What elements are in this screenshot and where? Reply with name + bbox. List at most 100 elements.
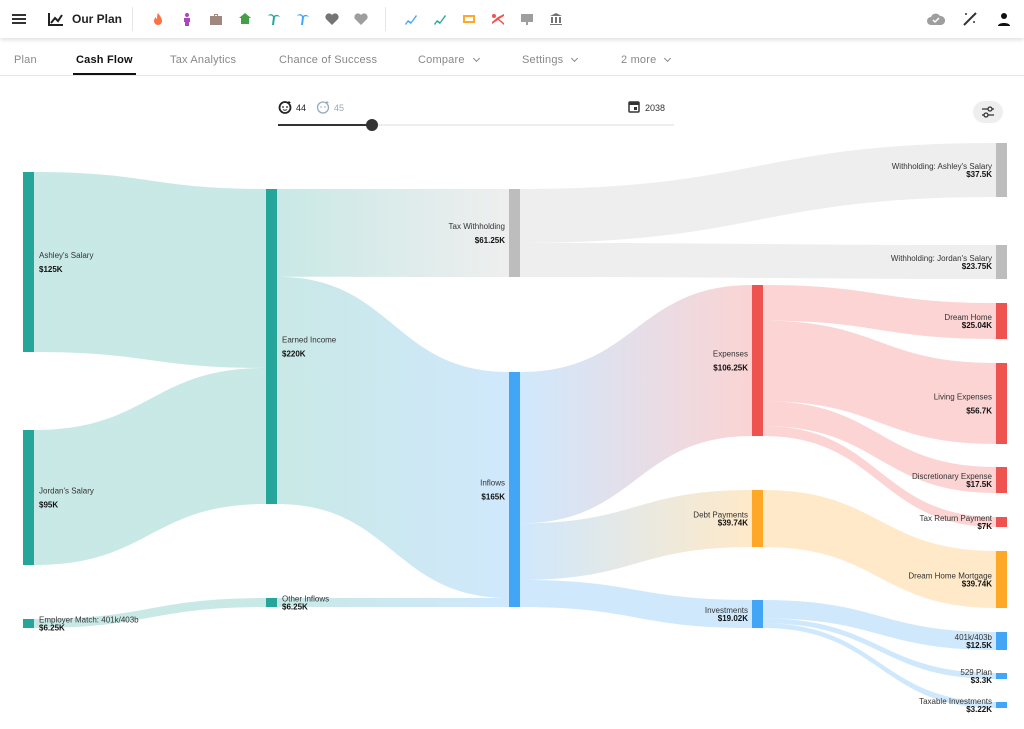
- node-discretionary[interactable]: [996, 467, 1007, 493]
- age-display: 44 45: [278, 100, 344, 116]
- flow-link-investments-p529[interactable]: [763, 618, 996, 679]
- node-dream[interactable]: [996, 303, 1007, 339]
- tab-label: Compare: [418, 54, 465, 66]
- node-earned[interactable]: [266, 189, 277, 504]
- node-value: $7K: [977, 522, 992, 531]
- flow-link-inflows-debt[interactable]: [520, 490, 752, 580]
- app-title: Our Plan: [72, 12, 123, 26]
- flow-link-expenses-taxreturn[interactable]: [763, 426, 996, 527]
- flow-link-other-inflows[interactable]: [277, 598, 509, 607]
- flow-link-employer-other[interactable]: [34, 598, 266, 628]
- node-debt[interactable]: [752, 490, 763, 547]
- node-label: Withholding: Ashley's Salary: [892, 162, 992, 171]
- flow-link-tax-w_jordan[interactable]: [520, 242, 996, 279]
- flow-link-inflows-expenses[interactable]: [520, 285, 752, 524]
- fire-icon[interactable]: [143, 9, 172, 29]
- node-label: Tax Withholding: [449, 222, 505, 231]
- palm-tree-icon[interactable]: [259, 9, 288, 29]
- node-taxable[interactable]: [996, 702, 1007, 708]
- node-w_jordan[interactable]: [996, 245, 1007, 279]
- node-label: Dream Home Mortgage: [908, 572, 992, 581]
- node-employer[interactable]: [23, 619, 34, 628]
- node-label: Debt Payments: [693, 511, 748, 520]
- node-inflows[interactable]: [509, 372, 520, 607]
- chart-growth-icon[interactable]: [425, 9, 454, 29]
- tab-2-more[interactable]: 2 more: [621, 54, 672, 66]
- node-label: Investments: [705, 606, 748, 615]
- node-k401[interactable]: [996, 632, 1007, 650]
- node-investments[interactable]: [752, 600, 763, 628]
- flow-link-debt-mortgage[interactable]: [763, 490, 996, 608]
- node-mortgage[interactable]: [996, 551, 1007, 608]
- flow-link-inflows-investments[interactable]: [520, 579, 752, 628]
- node-p529[interactable]: [996, 673, 1007, 679]
- menu-icon[interactable]: [12, 12, 26, 26]
- flow-link-expenses-discretionary[interactable]: [763, 401, 996, 493]
- tab-compare[interactable]: Compare: [418, 54, 480, 66]
- flow-link-earned-tax[interactable]: [277, 189, 509, 277]
- node-label: Withholding: Jordan's Salary: [891, 254, 992, 263]
- node-label: Taxable Investments: [919, 697, 992, 706]
- account-icon[interactable]: [994, 9, 1014, 29]
- person-icon[interactable]: [172, 9, 201, 29]
- tab-label: 2 more: [621, 54, 657, 66]
- tab-label: Plan: [14, 54, 37, 66]
- home-search-icon[interactable]: [230, 9, 259, 29]
- filter-settings-button[interactable]: [973, 101, 1003, 123]
- cloud-check-icon[interactable]: [926, 9, 946, 29]
- node-value: $165K: [481, 493, 505, 502]
- tab-chance-of-success[interactable]: Chance of Success: [279, 54, 377, 66]
- money-off-icon[interactable]: [454, 9, 483, 29]
- node-expenses[interactable]: [752, 285, 763, 436]
- flow-link-earned-inflows[interactable]: [277, 276, 509, 599]
- node-value: $23.75K: [962, 262, 992, 271]
- palm-tree-icon[interactable]: [288, 9, 317, 29]
- slider-thumb[interactable]: [366, 119, 378, 131]
- node-taxreturn[interactable]: [996, 517, 1007, 527]
- face-icon: [316, 100, 330, 116]
- flow-link-expenses-dream[interactable]: [763, 285, 996, 339]
- flow-link-jordan-earned[interactable]: [34, 367, 266, 565]
- node-value: $6.25K: [39, 624, 65, 633]
- node-jordan[interactable]: [23, 430, 34, 565]
- node-tax[interactable]: [509, 189, 520, 277]
- node-living[interactable]: [996, 363, 1007, 444]
- year-slider[interactable]: [278, 119, 674, 131]
- presentation-icon[interactable]: [512, 9, 541, 29]
- flow-link-investments-k401[interactable]: [763, 600, 996, 650]
- tab-settings[interactable]: Settings: [522, 54, 579, 66]
- magic-off-icon[interactable]: [960, 9, 980, 29]
- node-value: $220K: [282, 350, 306, 359]
- tab-tax-analytics[interactable]: Tax Analytics: [170, 54, 236, 66]
- node-label: Employer Match: 401k/403b: [39, 616, 139, 625]
- bank-transfer-icon[interactable]: [541, 9, 570, 29]
- node-value: $39.74K: [962, 580, 992, 589]
- node-value: $3.3K: [971, 676, 993, 685]
- node-other[interactable]: [266, 598, 277, 607]
- flow-link-investments-taxable[interactable]: [763, 623, 996, 708]
- age-secondary: 45: [334, 103, 345, 113]
- node-label: Inflows: [480, 479, 505, 488]
- tab-plan[interactable]: Plan: [14, 54, 37, 66]
- node-value: $6.25K: [282, 603, 308, 612]
- chart-line-icon: [48, 13, 63, 26]
- plan-title[interactable]: Our Plan: [48, 12, 122, 26]
- tab-cash-flow[interactable]: Cash Flow: [73, 54, 136, 75]
- flow-link-expenses-living[interactable]: [763, 320, 996, 444]
- briefcase-icon[interactable]: [201, 9, 230, 29]
- node-value: $56.7K: [966, 407, 992, 416]
- node-label: Living Expenses: [934, 393, 992, 402]
- tune-icon: [982, 106, 994, 118]
- flow-link-tax-w_ashley[interactable]: [520, 143, 996, 243]
- chart-growth-icon[interactable]: [396, 9, 425, 29]
- node-w_ashley[interactable]: [996, 143, 1007, 197]
- node-label: Discretionary Expense: [912, 472, 993, 481]
- node-label: Tax Return Payment: [920, 514, 993, 523]
- scissors-chart-icon[interactable]: [483, 9, 512, 29]
- node-ashley[interactable]: [23, 172, 34, 352]
- node-label: Jordan's Salary: [39, 487, 94, 496]
- flow-link-ashley-earned[interactable]: [34, 172, 266, 368]
- heart-pulse-icon[interactable]: [346, 9, 375, 29]
- heart-pulse-icon[interactable]: [317, 9, 346, 29]
